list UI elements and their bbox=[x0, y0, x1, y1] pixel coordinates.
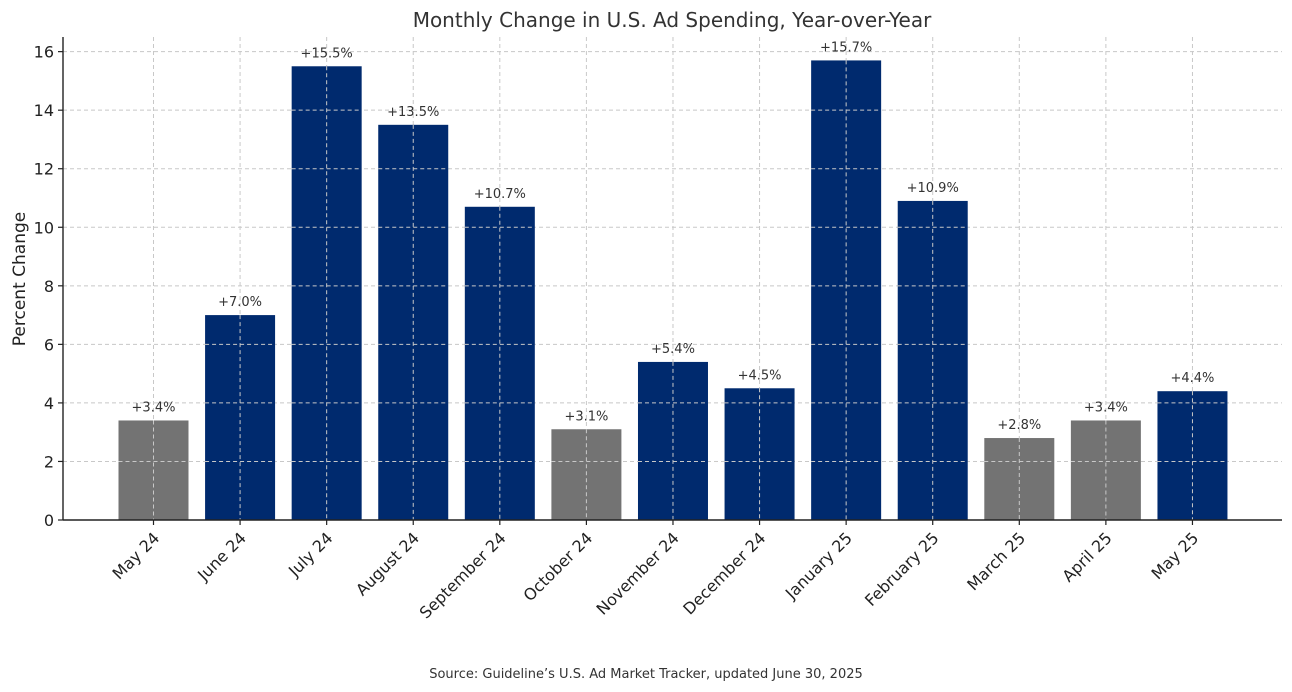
data-label: +15.7% bbox=[820, 40, 872, 55]
data-label: +3.1% bbox=[564, 409, 608, 424]
source-note: Source: Guideline’s U.S. Ad Market Track… bbox=[429, 667, 863, 682]
bar bbox=[811, 60, 882, 520]
y-tick-label: 12 bbox=[34, 160, 54, 179]
data-label: +3.4% bbox=[132, 400, 176, 415]
data-label: +4.4% bbox=[1170, 371, 1214, 386]
y-tick-label: 6 bbox=[44, 335, 54, 354]
data-label: +7.0% bbox=[218, 295, 262, 310]
y-axis-label: Percent Change bbox=[10, 212, 30, 346]
y-tick-label: 10 bbox=[34, 218, 54, 237]
data-label: +3.4% bbox=[1084, 400, 1128, 415]
bar bbox=[897, 200, 968, 520]
bars bbox=[118, 60, 1228, 521]
chart-title: Monthly Change in U.S. Ad Spending, Year… bbox=[413, 8, 932, 32]
data-label: +15.5% bbox=[301, 46, 353, 61]
x-tick-label: September 24 bbox=[416, 528, 510, 622]
y-tick-labels: 0 2 4 6 8 10 12 14 16 bbox=[34, 43, 54, 530]
x-tick-label: February 25 bbox=[861, 528, 943, 610]
data-label: +10.9% bbox=[907, 181, 959, 196]
data-label: +4.5% bbox=[738, 368, 782, 383]
x-tick-label: May 25 bbox=[1147, 528, 1202, 583]
bar bbox=[984, 438, 1055, 520]
y-tick-label: 4 bbox=[44, 394, 54, 413]
data-label: +5.4% bbox=[651, 342, 695, 357]
axes bbox=[58, 37, 1282, 525]
y-tick-label: 16 bbox=[34, 43, 54, 62]
x-tick-label: May 24 bbox=[109, 528, 164, 583]
x-tick-label: June 24 bbox=[193, 528, 250, 585]
x-tick-label: October 24 bbox=[520, 528, 597, 605]
y-tick-label: 2 bbox=[44, 452, 54, 471]
y-tick-label: 14 bbox=[34, 101, 54, 120]
data-labels: +3.4% +7.0% +15.5% +13.5% +10.7% +3.1% +5.4% +4… bbox=[132, 40, 1215, 433]
x-tick-label: July 24 bbox=[284, 528, 336, 580]
data-label: +2.8% bbox=[997, 418, 1041, 433]
x-tick-label: November 24 bbox=[593, 528, 683, 618]
x-tick-label: April 25 bbox=[1058, 528, 1115, 585]
x-tick-label: December 24 bbox=[679, 528, 769, 618]
x-tick-label: August 24 bbox=[352, 528, 423, 599]
data-label: +10.7% bbox=[474, 187, 526, 202]
data-label: +13.5% bbox=[387, 105, 439, 120]
y-tick-label: 0 bbox=[44, 511, 54, 530]
y-tick-label: 8 bbox=[44, 277, 54, 296]
x-tick-label: March 25 bbox=[963, 528, 1029, 594]
x-tick-label: January 25 bbox=[781, 528, 856, 603]
